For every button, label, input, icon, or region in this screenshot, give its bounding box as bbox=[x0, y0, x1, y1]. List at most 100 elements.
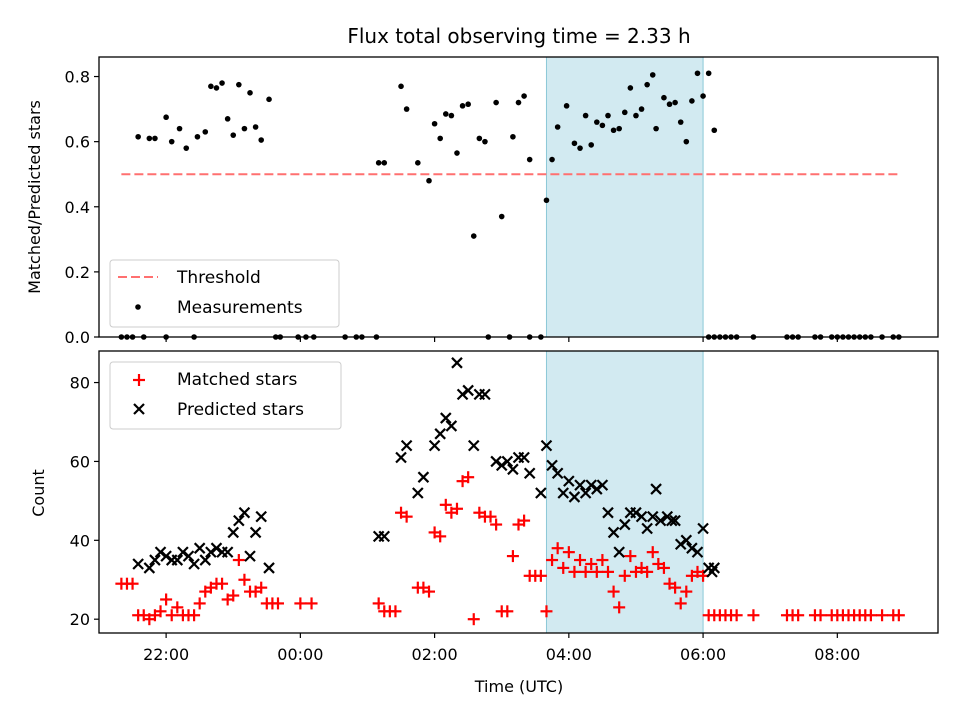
matched-star-point bbox=[624, 550, 637, 563]
measurement-point bbox=[594, 119, 600, 125]
measurement-point bbox=[470, 233, 477, 239]
predicted-star-point bbox=[171, 554, 184, 566]
predicted-star-point bbox=[149, 554, 161, 566]
predicted-star-point bbox=[412, 487, 424, 499]
predicted-star-point bbox=[563, 475, 575, 487]
predicted-star-point bbox=[445, 420, 458, 432]
measurement-point bbox=[459, 103, 466, 109]
predicted-star-point bbox=[479, 388, 491, 401]
matched-star-point bbox=[551, 542, 564, 555]
measurement-point bbox=[577, 145, 583, 151]
top-axes-frame bbox=[98, 56, 939, 338]
x-tick-label: 02:00 bbox=[412, 645, 458, 664]
x-axis-label: Time (UTC) bbox=[474, 677, 563, 696]
measurement-point bbox=[135, 133, 141, 140]
predicted-star-point bbox=[680, 534, 693, 547]
matched-star-point bbox=[216, 577, 229, 590]
predicted-star-point bbox=[428, 439, 441, 452]
measurement-point bbox=[163, 114, 169, 121]
x-tick-label: 06:00 bbox=[680, 645, 726, 664]
matched-star-point bbox=[562, 546, 575, 559]
top-y-tick-label: 0.4 bbox=[65, 198, 90, 217]
predicted-star-point bbox=[585, 479, 597, 491]
bottom-y-tick-label: 60 bbox=[70, 452, 90, 471]
measurement-point bbox=[202, 129, 209, 135]
measurement-point bbox=[498, 213, 505, 220]
matched-star-point bbox=[372, 597, 385, 610]
measurement-point bbox=[683, 138, 690, 145]
matched-star-point bbox=[389, 605, 402, 618]
predicted-star-point bbox=[233, 514, 245, 527]
predicted-stars-points bbox=[132, 357, 721, 578]
matched-star-point bbox=[814, 609, 827, 622]
measurement-point bbox=[610, 127, 617, 134]
predicted-star-point bbox=[630, 506, 642, 519]
legend-predicted-label: Predicted stars bbox=[177, 400, 304, 420]
measurement-point bbox=[616, 125, 622, 132]
matched-star-point bbox=[557, 561, 570, 574]
predicted-star-point bbox=[546, 459, 558, 472]
top-legend-box bbox=[109, 259, 340, 328]
legend-measurements-label: Measurements bbox=[177, 298, 303, 318]
measurement-point bbox=[694, 70, 701, 77]
matched-star-point bbox=[160, 593, 173, 606]
predicted-star-point bbox=[607, 526, 620, 539]
predicted-star-point bbox=[395, 451, 407, 464]
matched-star-point bbox=[674, 597, 687, 610]
predicted-star-point bbox=[591, 483, 603, 495]
matched-star-point bbox=[232, 554, 245, 567]
measurement-point bbox=[510, 133, 516, 140]
measurement-point bbox=[224, 116, 231, 122]
predicted-star-point bbox=[182, 550, 195, 562]
measurement-point bbox=[415, 160, 421, 166]
top-y-axis-label: Matched/Predicted stars bbox=[25, 100, 44, 294]
measurement-point bbox=[515, 99, 522, 106]
measurement-point bbox=[465, 101, 471, 108]
measurement-point bbox=[588, 142, 595, 148]
predicted-star-point bbox=[507, 463, 519, 476]
measurement-point bbox=[266, 96, 272, 103]
x-tick-label: 08:00 bbox=[814, 645, 860, 664]
measurement-point bbox=[666, 101, 673, 108]
measurement-point bbox=[398, 83, 404, 90]
measurement-point bbox=[633, 112, 639, 119]
measurement-point bbox=[549, 156, 555, 163]
measurement-point bbox=[521, 93, 527, 99]
predicted-star-point bbox=[154, 546, 167, 558]
bottom-y-axis-label: Count bbox=[29, 469, 48, 517]
measurement-point bbox=[476, 135, 483, 142]
predicted-star-point bbox=[641, 522, 653, 535]
measurement-point bbox=[241, 125, 248, 132]
matched-star-point bbox=[238, 573, 251, 586]
measurement-point bbox=[672, 99, 678, 106]
predicted-star-point bbox=[199, 554, 212, 566]
measurement-point bbox=[381, 160, 388, 166]
predicted-star-point bbox=[400, 439, 413, 452]
predicted-star-point bbox=[160, 550, 172, 562]
matched-star-point bbox=[669, 581, 682, 594]
measurement-point bbox=[454, 150, 460, 156]
matched-star-point bbox=[601, 565, 614, 578]
measurement-point bbox=[605, 112, 611, 119]
predicted-star-point bbox=[540, 439, 553, 452]
measurement-point bbox=[554, 124, 561, 130]
predicted-star-point bbox=[518, 451, 530, 464]
measurement-point bbox=[403, 106, 410, 112]
measurement-point bbox=[644, 81, 650, 88]
predicted-star-point bbox=[708, 562, 721, 574]
matched-star-point bbox=[490, 518, 503, 531]
predicted-star-point bbox=[238, 506, 251, 519]
matched-star-point bbox=[400, 510, 413, 523]
predicted-star-point bbox=[579, 487, 592, 499]
measurement-point bbox=[705, 70, 712, 77]
measurement-point bbox=[627, 85, 634, 91]
matched-star-point bbox=[579, 565, 592, 578]
bottom-y-axis-ticks: 20 40 60 80 bbox=[70, 374, 99, 629]
predicted-star-point bbox=[417, 471, 430, 483]
measurement-point bbox=[437, 135, 443, 142]
predicted-star-point bbox=[613, 546, 625, 558]
matched-star-point bbox=[657, 561, 670, 574]
predicted-star-point bbox=[523, 467, 536, 480]
predicted-star-point bbox=[462, 384, 474, 397]
matched-star-point bbox=[574, 554, 587, 567]
